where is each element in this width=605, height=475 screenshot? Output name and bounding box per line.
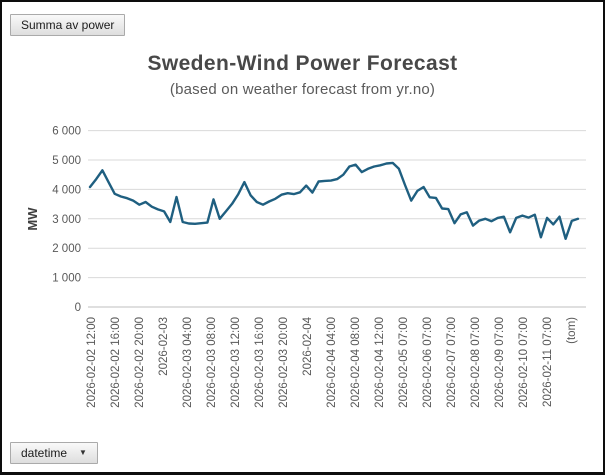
x-tick-label: 2026-02-02 16:00: [110, 317, 122, 408]
x-tick-label: 2026-02-03: [158, 317, 170, 376]
x-tick-label: 2026-02-04 04:00: [326, 317, 338, 408]
x-tick-label: 2026-02-08 07:00: [470, 317, 482, 408]
x-tick-label: 2026-02-11 07:00: [542, 317, 554, 407]
y-tick-label: 1 000: [52, 273, 81, 285]
x-tick-label: 2026-02-03 16:00: [254, 317, 266, 408]
x-tick-label: 2026-02-03 08:00: [206, 317, 218, 408]
x-tick-label: 2026-02-04 12:00: [374, 317, 386, 408]
y-tick-label: 2 000: [52, 243, 81, 255]
pivot-value-field-label: Summa av power: [21, 18, 115, 32]
x-tick-label: 2026-02-04: [302, 316, 314, 375]
x-tick-label: 2026-02-06 07:00: [422, 317, 434, 408]
y-tick-label: 6 000: [52, 126, 81, 138]
x-tick-label: 2026-02-03 12:00: [230, 317, 242, 408]
series-line[interactable]: [88, 161, 580, 241]
axis-field-label: datetime: [21, 446, 68, 460]
x-tick-label: 2026-02-10 07:00: [518, 317, 530, 408]
chart-title: Sweden-Wind Power Forecast: [147, 52, 458, 75]
x-tick-label: 2026-02-07 07:00: [446, 317, 458, 408]
y-tick-label: 4 000: [52, 184, 81, 196]
pivot-value-field-button[interactable]: Summa av power: [10, 14, 126, 36]
x-tick-label: (tom): [566, 317, 578, 344]
y-tick-label: 3 000: [52, 214, 81, 226]
x-tick-label: 2026-02-02 12:00: [86, 317, 98, 408]
y-tick-label: 5 000: [52, 155, 81, 167]
chart-subtitle: (based on weather forecast from yr.no): [169, 81, 436, 98]
x-tick-label: 2026-02-04 08:00: [350, 317, 362, 408]
x-tick-label: 2026-02-03 04:00: [182, 317, 194, 408]
axis-field-button-datetime[interactable]: datetime ▼: [10, 442, 98, 464]
x-tick-label: 2026-02-05 07:00: [398, 317, 410, 408]
y-axis-title: MW: [25, 207, 40, 231]
y-tick-label: 0: [75, 302, 81, 314]
x-tick-label: 2026-02-09 07:00: [494, 317, 506, 408]
dropdown-arrow-icon: ▼: [79, 448, 87, 457]
x-tick-label: 2026-02-03 20:00: [278, 317, 290, 408]
x-tick-label: 2026-02-02 20:00: [134, 317, 146, 408]
